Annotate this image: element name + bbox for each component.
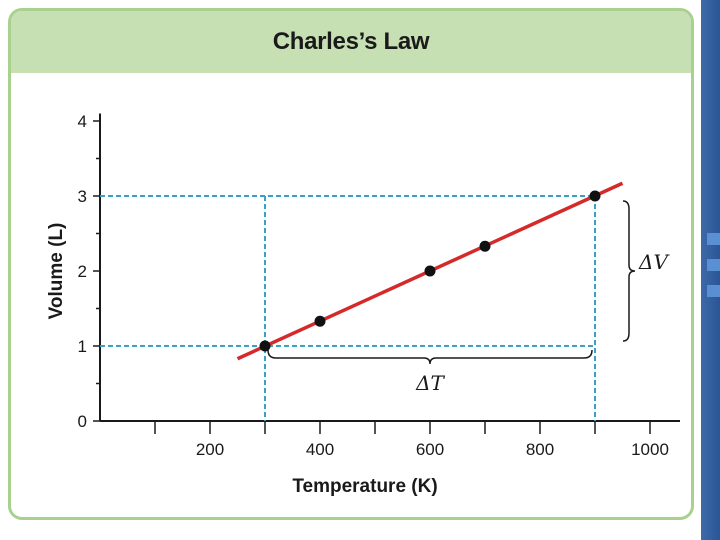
- data-point: [314, 315, 326, 327]
- slide-title: Charles’s Law: [272, 28, 430, 55]
- x-axis-title: Temperature (K): [292, 476, 437, 497]
- x-tick-label: 1000: [631, 440, 669, 459]
- x-tick-label: 400: [306, 440, 334, 459]
- x-tick-label: 200: [196, 440, 224, 459]
- data-point: [589, 190, 601, 202]
- data-point: [259, 340, 271, 352]
- data-point: [479, 240, 491, 252]
- delta-v-bracket: [622, 200, 636, 342]
- delta-t-label: ΔT: [415, 371, 445, 395]
- y-tick-label: 0: [78, 412, 87, 431]
- x-tick-label: 600: [416, 440, 444, 459]
- y-tick-label: 3: [78, 187, 87, 206]
- y-tick-label: 2: [78, 262, 87, 281]
- y-tick-label: 4: [78, 112, 87, 131]
- slide-card: Charles’s Law: [8, 8, 694, 520]
- data-point: [424, 265, 436, 277]
- delta-t-bracket: [267, 349, 593, 365]
- y-axis-title: Volume (L): [46, 223, 67, 320]
- side-strip-mark: [707, 285, 720, 297]
- side-strip-mark: [707, 259, 720, 271]
- delta-v-label: ΔV: [638, 250, 670, 274]
- title-bar: Charles’s Law: [11, 11, 691, 73]
- y-tick-label: 1: [78, 337, 87, 356]
- side-strip-mark: [707, 233, 720, 245]
- x-tick-label: 800: [526, 440, 554, 459]
